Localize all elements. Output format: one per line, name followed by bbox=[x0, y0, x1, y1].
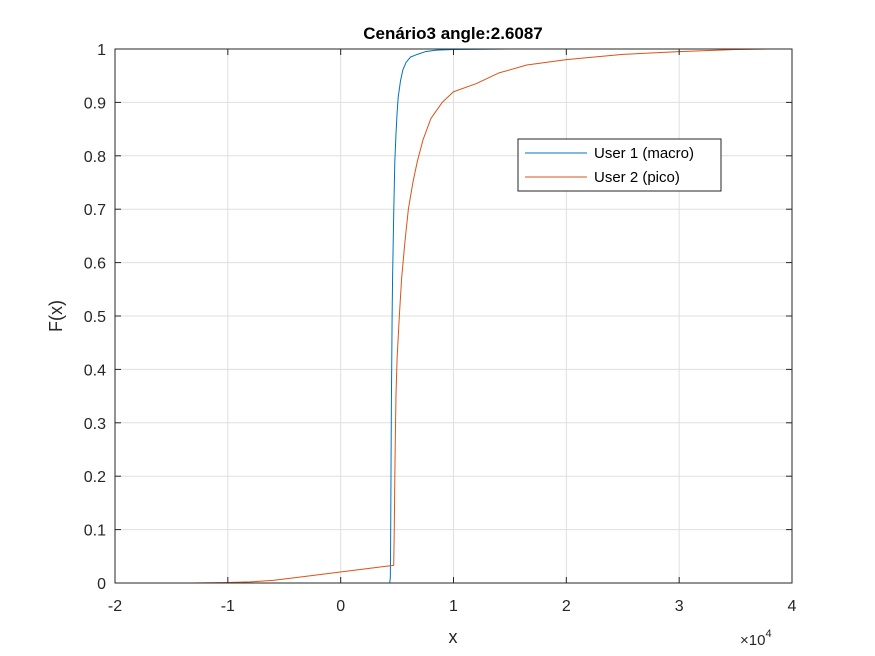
chart-title: Cenário3 angle:2.6087 bbox=[363, 24, 543, 43]
x-exponent-base: ×10 bbox=[740, 632, 765, 649]
y-tick-label: 0 bbox=[97, 576, 106, 593]
series-line-1 bbox=[389, 48, 510, 584]
y-tick-label: 0.7 bbox=[84, 202, 106, 219]
x-tick-label: 1 bbox=[449, 598, 458, 615]
y-tick-label: 0.6 bbox=[84, 256, 106, 273]
y-tick-label: 0.3 bbox=[84, 416, 106, 433]
x-tick-label: 0 bbox=[336, 598, 345, 615]
x-tick-label: 2 bbox=[562, 598, 571, 615]
x-axis-label: x bbox=[449, 627, 458, 647]
x-tick-label: -1 bbox=[221, 598, 235, 615]
x-exponent-power: 4 bbox=[765, 628, 771, 640]
x-tick-label: -2 bbox=[108, 598, 122, 615]
y-tick-label: 0.9 bbox=[84, 95, 106, 112]
tick-marks bbox=[114, 48, 793, 584]
x-tick-label: 3 bbox=[675, 598, 684, 615]
x-tick-label: 4 bbox=[788, 598, 797, 615]
y-tick-label: 0.4 bbox=[84, 362, 106, 379]
y-tick-label: 0.1 bbox=[84, 523, 106, 540]
y-tick-label: 0.2 bbox=[84, 469, 106, 486]
legend: User 1 (macro) User 2 (pico) bbox=[517, 138, 722, 192]
legend-label-user1: User 1 (macro) bbox=[594, 145, 694, 162]
x-tick-labels: -2 -1 0 1 2 3 4 bbox=[108, 598, 797, 615]
y-tick-label: 0.8 bbox=[84, 149, 106, 166]
y-tick-labels: 0 0.1 0.2 0.3 0.4 0.5 0.6 0.7 0.8 0.9 1 bbox=[84, 42, 106, 593]
series-lines bbox=[191, 48, 770, 584]
series-line-2 bbox=[191, 48, 770, 584]
legend-box bbox=[517, 138, 722, 192]
y-tick-label: 1 bbox=[97, 42, 106, 59]
y-axis-label: F(x) bbox=[46, 300, 66, 332]
legend-label-user2: User 2 (pico) bbox=[594, 169, 680, 186]
y-tick-label: 0.5 bbox=[84, 309, 106, 326]
x-exponent-multiplier: ×104 bbox=[740, 628, 772, 649]
